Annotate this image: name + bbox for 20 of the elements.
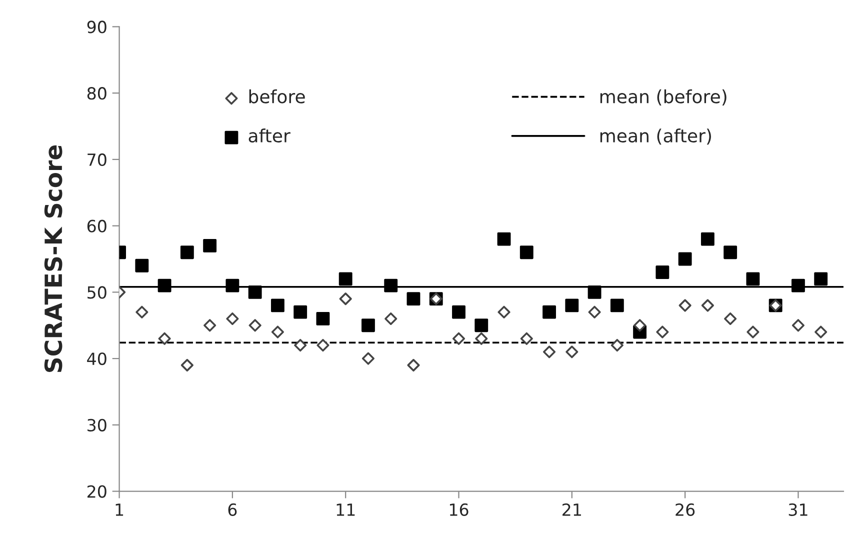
y-tick-label: 30 — [88, 418, 106, 432]
legend-label: mean (before) — [600, 89, 726, 106]
y-tick-label: 50 — [88, 286, 106, 299]
x-tick-label: 6 — [228, 503, 237, 516]
x-tick-label: 31 — [788, 503, 808, 516]
x-tick-label: 21 — [562, 503, 581, 516]
x-tick-label: 1 — [116, 504, 124, 516]
x-tick-label: 11 — [336, 504, 355, 516]
y-tick-label: 20 — [87, 485, 106, 498]
y-tick-label: 40 — [87, 352, 106, 366]
y-tick-label: 60 — [87, 220, 106, 232]
x-tick-label: 16 — [450, 503, 468, 516]
y-tick-label: 70 — [88, 153, 106, 166]
y-tick-label: 90 — [87, 20, 106, 34]
legend-label: mean (after) — [600, 128, 711, 145]
legend-label: after — [248, 128, 290, 143]
legend-label: before — [249, 89, 305, 104]
x-tick-label: 26 — [676, 503, 695, 516]
y-axis-title: SCRATES-K Score — [44, 145, 62, 372]
y-tick-label: 80 — [87, 87, 106, 100]
